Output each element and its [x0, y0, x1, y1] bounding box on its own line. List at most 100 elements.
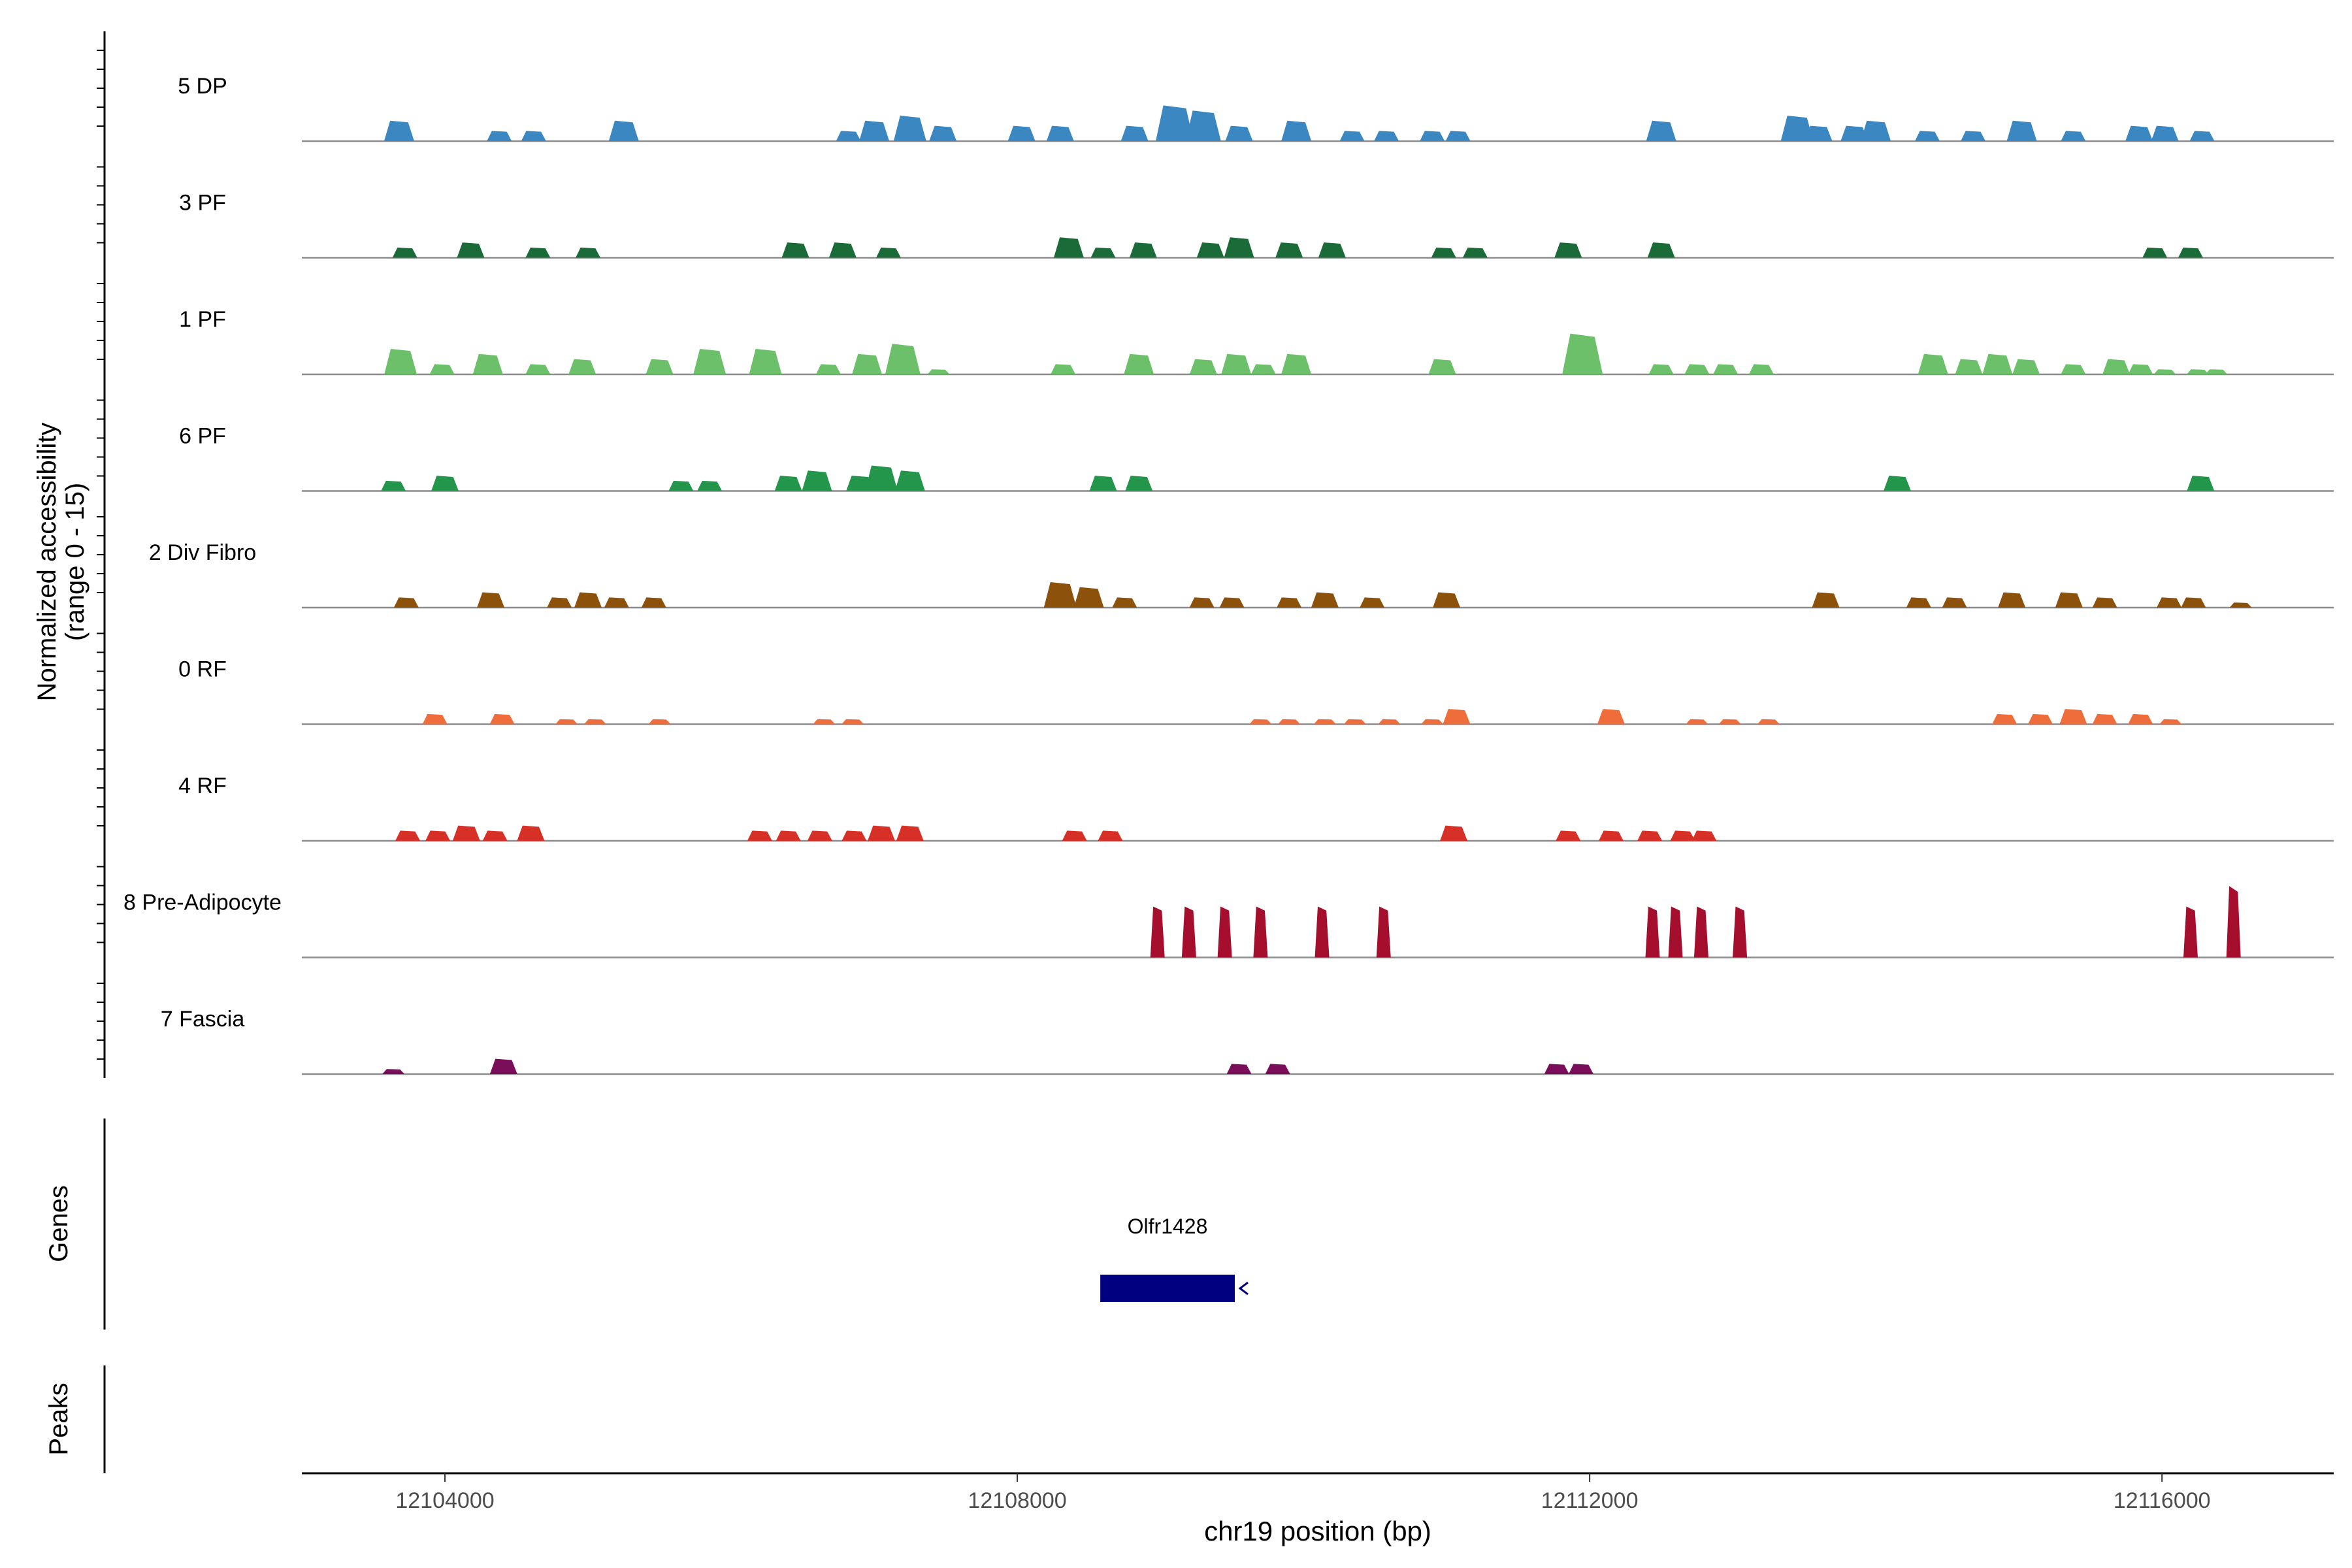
- coverage-peak: [521, 131, 546, 141]
- y-axis-ticks: [97, 50, 105, 1060]
- coverage-peak: [1053, 237, 1084, 258]
- coverage-peak: [1646, 120, 1676, 141]
- coverage-peak: [1861, 120, 1891, 141]
- coverage-peak: [1281, 120, 1312, 141]
- coverage-peak: [576, 247, 601, 258]
- coverage-peak: [1554, 242, 1582, 258]
- coverage-peak: [422, 713, 448, 725]
- coverage-peak: [1265, 1064, 1290, 1074]
- coverage-peak: [1051, 364, 1076, 374]
- coverage-peak: [929, 125, 957, 141]
- coverage-peak: [2061, 131, 2086, 141]
- coverage-peak: [2092, 713, 2117, 725]
- coverage-peak: [2061, 364, 2086, 374]
- coverage-peak: [1339, 131, 1365, 141]
- coverage-peak: [645, 359, 674, 374]
- coverage-peak: [1219, 597, 1245, 608]
- coverage-peak: [1428, 359, 1456, 374]
- coverage-peak: [693, 349, 727, 374]
- coverage-peak: [1647, 242, 1675, 258]
- coverage-peak: [472, 353, 503, 374]
- x-tick-label: 12116000: [2114, 1488, 2211, 1513]
- coverage-peak: [1568, 1064, 1593, 1074]
- coverage-peak: [1462, 247, 1488, 258]
- coverage-peak: [1315, 906, 1330, 958]
- coverage-peak: [1155, 105, 1194, 141]
- coverage-peak: [1281, 353, 1312, 374]
- coverage-peak: [489, 1058, 517, 1074]
- coverage-peak: [2159, 719, 2182, 725]
- coverage-peak: [1805, 125, 1833, 141]
- coverage-peak: [813, 719, 836, 725]
- coverage-peak: [1961, 131, 1986, 141]
- coverage-peak: [1196, 242, 1224, 258]
- coverage-peak: [2183, 906, 2198, 958]
- coverage-peak: [859, 120, 890, 141]
- coverage-peak: [1217, 906, 1232, 958]
- coverage-peak: [1185, 110, 1221, 141]
- coverage-peak: [1757, 719, 1780, 725]
- coverage-peak: [1189, 359, 1217, 374]
- coverage-peak: [1150, 906, 1165, 958]
- coverage-peak: [608, 120, 639, 141]
- coverage-peak: [517, 825, 545, 841]
- y-axis-title: Normalized accessibility: [33, 423, 61, 702]
- coverage-peak: [1686, 719, 1708, 725]
- coverage-peak: [774, 476, 802, 491]
- coverage-peak: [2028, 713, 2053, 725]
- coverage-peak: [836, 131, 861, 141]
- coverage-peak: [749, 349, 782, 374]
- genes-panel-label: Genes: [44, 1185, 73, 1262]
- coverage-peak: [1693, 906, 1708, 958]
- coverage-peak: [2157, 597, 2182, 608]
- tracks: 5 DP 3 PF 1 PF 6 PF 2 Div Fibro 0 RF 4 RF 8 Pre…: [123, 74, 2334, 1075]
- coverage-peak: [641, 597, 666, 608]
- coverage-peak: [1313, 719, 1336, 725]
- coverage-peak: [1840, 125, 1869, 141]
- coverage-peak: [1120, 125, 1149, 141]
- coverage-peak: [1884, 476, 1912, 491]
- coverage-peak: [1718, 719, 1741, 725]
- coverage-peak: [2092, 597, 2117, 608]
- coverage-peak: [583, 719, 606, 725]
- coverage-peak: [896, 825, 924, 841]
- coverage-peak: [489, 713, 515, 725]
- peaks-panel-label: Peaks: [44, 1382, 73, 1455]
- coverage-peak: [1998, 592, 2026, 608]
- coverage-peak: [1278, 719, 1301, 725]
- coverage-peak: [2181, 597, 2206, 608]
- coverage-peak: [425, 830, 451, 841]
- coverage-peak: [1445, 131, 1471, 141]
- track-7-fascia: 7 Fascia: [161, 1007, 2334, 1075]
- x-tick-label: 12104000: [395, 1488, 494, 1513]
- coverage-peak: [2178, 247, 2203, 258]
- coverage-peak: [1318, 242, 1346, 258]
- coverage-peak: [2189, 131, 2215, 141]
- coverage-peak: [1440, 825, 1468, 841]
- coverage-peak: [1748, 364, 1774, 374]
- coverage-peak: [893, 116, 926, 141]
- y-axis-range: (range 0 - 15): [61, 483, 90, 641]
- coverage-peak: [1275, 242, 1303, 258]
- coverage-peak: [927, 369, 950, 374]
- coverage-peak: [1224, 237, 1254, 258]
- track-6-pf: 6 PF: [179, 424, 2334, 492]
- coverage-peak: [1942, 597, 1967, 608]
- coverage-peak: [1249, 719, 1272, 725]
- coverage-peak: [1043, 582, 1077, 608]
- coverage-peak: [429, 364, 455, 374]
- coverage-peak: [1343, 719, 1366, 725]
- coverage-peak: [865, 465, 898, 491]
- coverage-peak: [1992, 713, 2017, 725]
- coverage-peak: [1277, 597, 1302, 608]
- coverage-peak: [1780, 116, 1814, 141]
- x-axis-ticks: 12104000 12108000 12112000 12116000: [395, 1473, 2211, 1513]
- coverage-peak: [1668, 906, 1683, 958]
- coverage-peak: [2128, 364, 2153, 374]
- track-label: 3 PF: [179, 191, 226, 216]
- coverage-peak: [776, 830, 801, 841]
- track-1-pf: 1 PF: [179, 307, 2334, 376]
- coverage-peak: [2226, 886, 2241, 958]
- coverage-peak: [894, 470, 925, 491]
- coverage-peak: [525, 247, 551, 258]
